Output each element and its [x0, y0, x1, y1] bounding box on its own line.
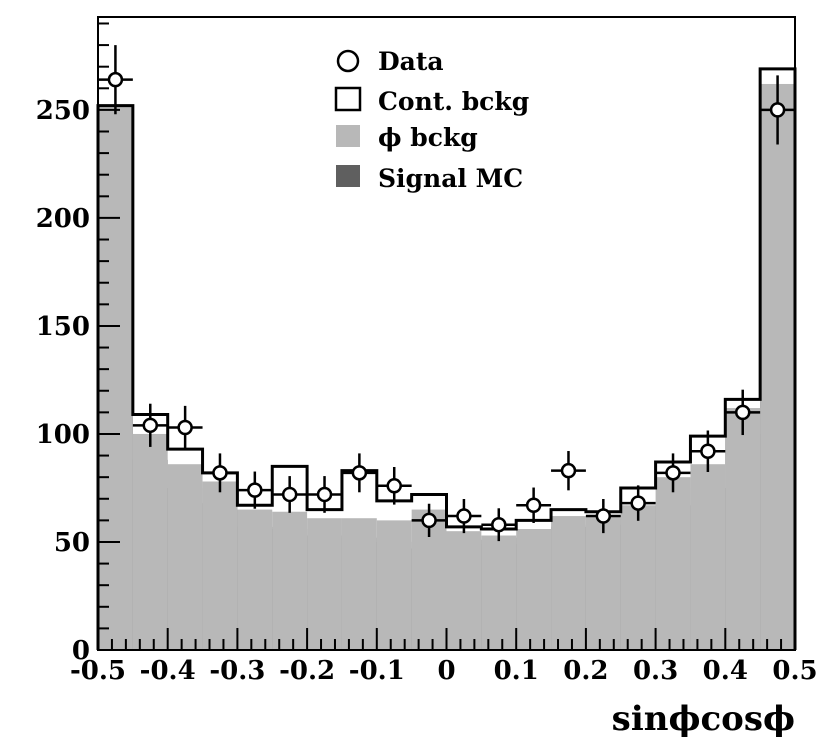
legend-cont-swatch [334, 86, 362, 112]
x-tick-label: 0 [437, 656, 455, 686]
data-point [411, 503, 447, 538]
phi-bckg-bar [725, 408, 761, 650]
phi-bckg-bar [307, 518, 342, 650]
phi-bckg-bar [202, 481, 238, 650]
x-tick-label: 0.1 [494, 656, 539, 686]
phi-bckg-bar [132, 433, 168, 650]
data-point [132, 403, 168, 447]
data-point [760, 75, 795, 145]
x-axis-title: sinϕcosϕ [612, 699, 795, 739]
data-point [167, 405, 203, 450]
y-tick-label: 250 [36, 96, 90, 126]
x-tick-label: 0.4 [703, 656, 748, 686]
x-tick-label: -0.4 [140, 656, 196, 686]
phi-bckg-bar [98, 105, 133, 651]
data-points [98, 45, 795, 542]
legend-label-phi: ϕ bckg [378, 123, 478, 152]
x-tick-label: -0.3 [209, 656, 265, 686]
phi-bckg-bar [481, 535, 517, 650]
legend-label-cont: Cont. bckg [378, 87, 529, 116]
x-tick-label: -0.5 [70, 656, 126, 686]
phi-bckg-bar [167, 464, 203, 650]
y-axis-ticks: 0 50 100 150 200 250 [36, 22, 120, 666]
phi-bckg-bar [620, 505, 656, 650]
legend-data-marker [336, 49, 360, 73]
phi-bckg-bar [690, 464, 726, 650]
y-tick-label: 0 [72, 636, 90, 666]
phi-bckg-bar [237, 509, 273, 650]
y-tick-label: 100 [36, 420, 90, 450]
y-tick-label: 200 [36, 204, 90, 234]
phi-bckg-bar [446, 531, 482, 650]
phi-bckg-bar [760, 83, 795, 650]
phi-bckg-bar [655, 477, 691, 650]
data-point [690, 430, 726, 472]
data-point [551, 451, 586, 491]
legend-phi-swatch [336, 125, 360, 147]
x-tick-label: 0.3 [633, 656, 678, 686]
x-tick-label: 0.2 [563, 656, 608, 686]
x-tick-label: -0.1 [349, 656, 405, 686]
phi-bckg-bar [516, 529, 552, 650]
phi-bckg-bar [272, 511, 308, 650]
phi-bckg-bar [376, 520, 412, 650]
data-point [307, 476, 342, 513]
data-point [585, 498, 621, 534]
x-axis-ticks: -0.5 -0.4 -0.3 -0.2 -0.1 0 0.1 0.2 0.3 0.4 0.5 [70, 628, 818, 686]
data-point [98, 45, 133, 115]
data-point [516, 487, 552, 523]
legend-signal-swatch [336, 165, 360, 187]
legend-label-signal: Signal MC [378, 164, 523, 193]
x-tick-label: -0.2 [279, 656, 335, 686]
phi-bckg-bar [341, 518, 377, 650]
data-point [202, 453, 238, 493]
data-point [446, 498, 482, 534]
data-point [655, 453, 691, 493]
data-point [237, 471, 273, 509]
x-tick-label: 0.5 [772, 656, 817, 686]
legend-label-data: Data [378, 47, 444, 76]
phi-bckg-bar [551, 516, 586, 650]
data-point [272, 476, 308, 513]
y-tick-label: 150 [36, 312, 90, 342]
data-point [341, 453, 377, 493]
y-tick-label: 50 [54, 528, 90, 558]
data-point [376, 467, 412, 505]
data-point [481, 508, 517, 542]
data-point [620, 485, 656, 521]
cont-bckg-outline [96, 67, 797, 650]
legend: Data Cont. bckg ϕ bckg Signal MC [334, 47, 529, 193]
data-point [725, 389, 761, 436]
phi-bckg-bar [585, 516, 621, 650]
